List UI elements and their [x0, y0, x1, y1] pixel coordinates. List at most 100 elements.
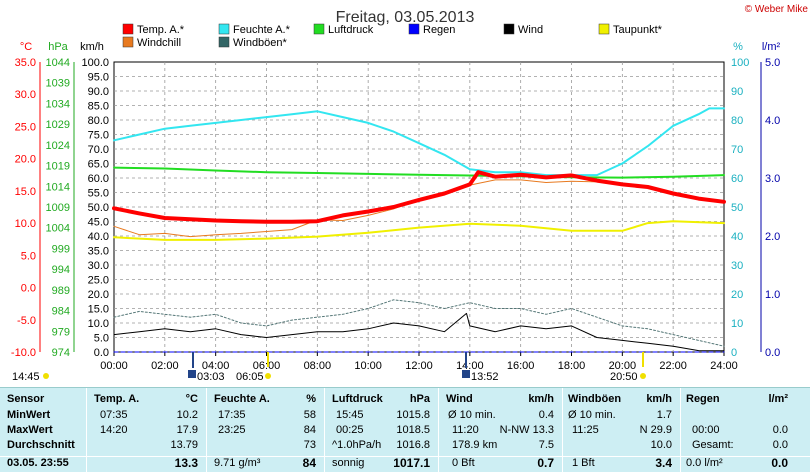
- wind-tick-label: 75.0: [88, 130, 109, 142]
- pressure-now-value: 1017.1: [393, 456, 430, 470]
- sunset-icon: [640, 373, 646, 379]
- rain-max-value: 0.0: [772, 424, 788, 436]
- axis-unit-humidity: %: [733, 41, 743, 53]
- humidity-absolute: 9.71 g/m³: [214, 457, 261, 469]
- temp-max-time: 14:20: [100, 424, 128, 436]
- time-markers: 06:05 20:50 14:45 03:03 13:52: [12, 352, 646, 383]
- marker-box-2: [462, 370, 470, 378]
- legend-swatch: [598, 23, 610, 35]
- current-time: 14:45: [12, 371, 40, 383]
- legend-swatch: [313, 23, 325, 35]
- stats-col-pressure: Luftdruck hPa 15:45 1015.8 00:25 1018.5 …: [326, 388, 436, 472]
- temp-tick-label: 30.0: [15, 89, 36, 101]
- legend-label: Regen: [423, 24, 455, 36]
- stats-col-gusts: Windböen km/h Ø 10 min. 1.7 11:25 N 29.9…: [564, 388, 678, 472]
- chart-legend: Temp. A.* Feuchte A.* Luftdruck Regen Wind Ta…: [122, 23, 663, 49]
- temp-tick-label: 0.0: [21, 283, 36, 295]
- pressure-tick-label: 1009: [46, 202, 70, 214]
- marker-box-1: [188, 370, 196, 378]
- wind-tick-label: 10.0: [88, 318, 109, 330]
- legend-swatch: [122, 23, 134, 35]
- wind-tick-label: 45.0: [88, 217, 109, 229]
- rain-tick-label: 3.0: [765, 173, 780, 185]
- legend-swatch: [408, 23, 420, 35]
- rain-tick-label: 1.0: [765, 289, 780, 301]
- pressure-min-value: 1015.8: [396, 409, 430, 421]
- x-tick-label: 22:00: [659, 360, 687, 372]
- marker-time-1: 03:03: [197, 371, 225, 383]
- pressure-tick-label: 989: [52, 285, 70, 297]
- wind-tick-label: 30.0: [88, 260, 109, 272]
- rain-tick-label: 4.0: [765, 115, 780, 127]
- wind-now-value: 0.7: [537, 456, 554, 470]
- axis-unit-pressure: hPa: [48, 41, 68, 53]
- wind-tick-label: 85.0: [88, 101, 109, 113]
- rain-tick-label: 5.0: [765, 57, 780, 69]
- stats-col-divider: [680, 388, 681, 472]
- axis-unit-wind: km/h: [80, 41, 104, 53]
- humidity-avg-value: 73: [303, 439, 316, 451]
- chart-grid: [113, 61, 725, 353]
- legend-label: Taupunkt*: [613, 24, 663, 36]
- stats-col-humidity: Feuchte A. % 17:35 58 23:25 84 73 9.71 g…: [208, 388, 322, 472]
- pressure-min-time: 15:45: [336, 409, 364, 421]
- humidity-tick-label: 90: [731, 86, 743, 98]
- pressure-tick-label: 999: [52, 243, 70, 255]
- legend-swatch: [122, 36, 134, 48]
- marker-time-2: 13:52: [471, 371, 499, 383]
- gusts-header: Windböen: [568, 393, 622, 405]
- pressure-max-value: 1018.5: [396, 424, 430, 436]
- x-tick-label: 12:00: [405, 360, 433, 372]
- humidity-tick-label: 10: [731, 318, 743, 330]
- pressure-tick-label: 1029: [46, 119, 70, 131]
- pressure-tick-label: 1024: [46, 140, 70, 152]
- temp-tick-label: 10.0: [15, 218, 36, 230]
- pressure-tick-label: 984: [52, 306, 70, 318]
- x-axis: 00:00 02:00 04:00 06:00 08:00 10:00 12:00 14:00…: [100, 352, 738, 372]
- wind-tick-label: 50.0: [88, 202, 109, 214]
- wind-tick-label: 40.0: [88, 231, 109, 243]
- temp-now-value: 13.3: [174, 456, 198, 470]
- legend-swatch: [503, 23, 515, 35]
- temp-tick-label: 25.0: [15, 121, 36, 133]
- current-time-dot: [43, 373, 49, 379]
- wind-unit: km/h: [528, 393, 554, 405]
- stats-col-divider: [562, 388, 563, 472]
- sensor-avg-label: Durchschnitt: [7, 439, 75, 451]
- humidity-now-value: 84: [302, 456, 316, 470]
- wind-max-direction: N-NW 13.3: [499, 424, 554, 436]
- rain-tick-label: 2.0: [765, 231, 780, 243]
- pressure-trend: ^1.0hPa/h: [332, 439, 382, 451]
- rain-total-value: 0.0: [772, 439, 788, 451]
- wind-tick-label: 90.0: [88, 86, 109, 98]
- humidity-tick-label: 50: [731, 202, 743, 214]
- y-axes: 35.0 30.0 25.0 20.0 15.0 10.0 5.0 0.0 -5.0 -10.0 1…: [11, 57, 780, 359]
- pressure-avg-value: 1016.8: [396, 439, 430, 451]
- stats-col-divider: [324, 388, 325, 472]
- sensor-header: Sensor: [7, 393, 45, 405]
- wind-tick-label: 100.0: [81, 57, 109, 69]
- x-tick-label: 14:00: [456, 360, 484, 372]
- temp-min-time: 07:35: [100, 409, 128, 421]
- temp-max-value: 17.9: [176, 424, 198, 436]
- wind-tick-label: 80.0: [88, 115, 109, 127]
- gusts-max-time: 11:25: [572, 424, 599, 436]
- pressure-tick-label: 974: [52, 347, 70, 359]
- series-line-luftdruck: [113, 166, 725, 179]
- data-series: [112, 107, 726, 353]
- humidity-tick-label: 0: [731, 347, 737, 359]
- humidity-min-time: 17:35: [218, 409, 246, 421]
- legend-label: Windböen*: [233, 37, 288, 49]
- pressure-tick-label: 979: [52, 326, 70, 338]
- humidity-tick-label: 30: [731, 260, 743, 272]
- temp-avg-value: 13.79: [170, 439, 198, 451]
- rain-header: Regen: [686, 393, 720, 405]
- pressure-unit: hPa: [409, 393, 430, 405]
- stats-divider: [0, 456, 810, 457]
- wind-bft: 0 Bft: [452, 457, 475, 469]
- humidity-header: Feuchte A.: [214, 393, 270, 405]
- x-tick-label: 16:00: [507, 360, 535, 372]
- legend-swatch: [218, 36, 230, 48]
- wind-tick-label: 25.0: [88, 275, 109, 287]
- axis-unit-rain: l/m²: [762, 41, 781, 53]
